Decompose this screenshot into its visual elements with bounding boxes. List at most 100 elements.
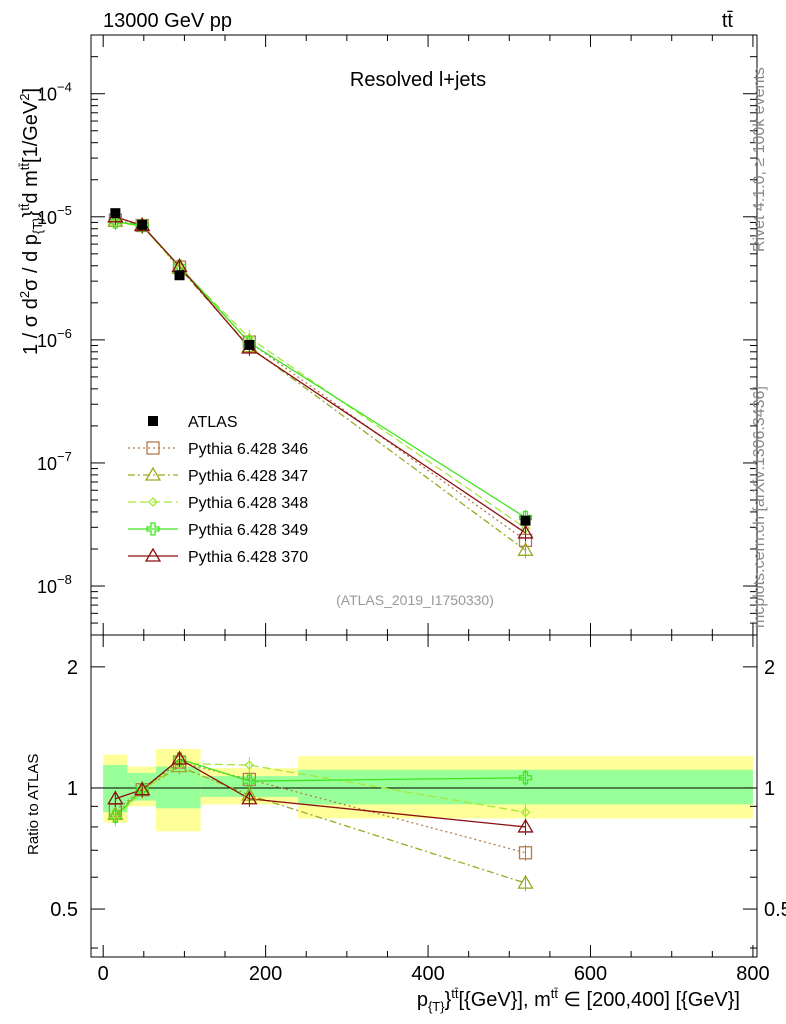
ratio-point-p370-0 [107, 790, 124, 805]
ratio-point-p370-3 [241, 790, 258, 805]
ylabel-part-a: 1 / σ d [20, 298, 42, 355]
ylabel-part-i: [1/GeV [20, 100, 42, 163]
main-ytick-label-2: 10−6 [37, 326, 72, 351]
ylabel-part-d: {T} [30, 217, 45, 234]
main-ytick-label-base-1: 10 [37, 454, 57, 474]
legend-marker-p370 [144, 547, 162, 562]
ratio-point-p370-2 [171, 750, 188, 765]
legend-marker-p348 [148, 497, 158, 507]
legend-label-p347: Pythia 6.428 347 [188, 468, 308, 485]
legend-label-atlas: ATLAS [188, 414, 238, 431]
ratio-panel-markers [107, 750, 534, 892]
main-ytick-label-exp-0: −8 [57, 572, 72, 587]
main-ytick-label-base-0: 10 [37, 577, 57, 597]
main-ytick-label-1: 10−7 [37, 449, 72, 474]
main-ytick-label-exp-2: −6 [57, 326, 72, 341]
ratio-point-p349-2 [172, 752, 187, 766]
legend-marker-p349 [146, 522, 160, 536]
main-point-atlas-2 [174, 270, 185, 281]
ratio-ytick-label-left-1: 1 [67, 778, 78, 800]
xlabel-part-c: } [445, 989, 452, 1011]
ratio-y-tick-labels: 0.5 0.5 1 1 2 2 [50, 657, 786, 921]
main-ytick-label-4: 10−4 [37, 80, 72, 105]
ylabel-part-c: σ / d p [20, 234, 42, 291]
ylabel-part-b: 2 [17, 291, 32, 298]
ratio-point-p349-0 [108, 809, 123, 823]
main-panel-ticks [91, 35, 757, 636]
main-ytick-label-exp-1: −7 [57, 449, 72, 464]
ratio-point-p347-4 [517, 874, 534, 889]
ratio-point-p348-3 [244, 760, 255, 770]
legend-label-p346: Pythia 6.428 346 [188, 441, 308, 458]
main-point-atlas-4 [520, 515, 531, 526]
main-point-p370-4 [517, 524, 534, 539]
main-point-atlas-0 [110, 208, 121, 219]
ratio-point-p370-1 [134, 781, 151, 796]
analysis-label: (ATLAS_2019_I1750330) [336, 592, 494, 608]
ratio-panel-frame [90, 634, 758, 958]
legend: ATLAS Pythia 6.428 346 Pythia 6.428 347 Pyt… [128, 414, 308, 566]
main-point-p347-4 [517, 542, 534, 556]
legend-marker-p346 [146, 441, 160, 455]
main-ytick-label-3: 10−5 [37, 203, 72, 228]
process-label: tt̄ [722, 10, 734, 32]
collision-label: 13000 GeV pp [103, 10, 232, 32]
main-ytick-label-0: 10−8 [37, 572, 72, 597]
xtick-label-3: 600 [574, 963, 607, 985]
xlabel-part-d: tt̄ [451, 986, 459, 1001]
ratio-uncertainty-bands [91, 748, 757, 832]
xlabel-part-a: p [417, 989, 428, 1011]
x-tick-labels: 0 200 400 600 800 [98, 963, 770, 985]
ylabel-part-k: ] [20, 88, 42, 94]
ratio-y-axis-label: Ratio to ATLAS [25, 754, 42, 855]
ratio-panel-ticks [91, 635, 757, 957]
ratio-point-p349-4 [518, 771, 533, 785]
main-title: Resolved l+jets [350, 69, 486, 91]
ratio-ytick-label-right-2: 2 [764, 657, 775, 679]
legend-marker-atlas [148, 416, 158, 426]
ratio-point-p370-4 [517, 818, 534, 833]
ratio-point-p348-2 [174, 758, 185, 769]
ratio-ytick-label-right-1: 1 [764, 778, 775, 800]
ylabel-part-g: d m [20, 170, 42, 203]
legend-label-p349: Pythia 6.428 349 [188, 522, 308, 539]
main-point-atlas-1 [137, 219, 148, 230]
xlabel-part-e: [{GeV}], m [459, 989, 551, 1011]
ratio-ytick-label-left-2: 2 [67, 657, 78, 679]
main-ytick-label-base-3: 10 [37, 208, 57, 228]
main-panel-markers [107, 208, 534, 559]
main-point-atlas-3 [244, 339, 255, 350]
main-ytick-label-exp-3: −5 [57, 203, 72, 218]
ratio-point-p349-1 [135, 783, 149, 797]
main-ytick-label-base-4: 10 [37, 85, 57, 105]
xtick-label-0: 0 [98, 963, 109, 985]
legend-marker-p347 [144, 466, 162, 481]
main-panel-frame [90, 34, 758, 636]
legend-label-p370: Pythia 6.428 370 [188, 549, 308, 566]
ylabel-part-h: tt̄ [17, 163, 32, 171]
ratio-ytick-label-right-0: 0.5 [764, 899, 786, 921]
main-ytick-label-exp-4: −4 [57, 80, 72, 95]
xlabel-part-b: {T} [428, 999, 445, 1014]
ratio-point-p346-4 [518, 846, 533, 860]
ylabel-part-e: } [20, 210, 42, 217]
main-ytick-label-base-2: 10 [37, 331, 57, 351]
mcplots-label: mcplots.cern.ch [arXiv:1306.3436] [751, 386, 768, 628]
main-y-tick-labels: 10−810−710−610−510−4 [37, 80, 72, 597]
legend-label-p348: Pythia 6.428 348 [188, 495, 308, 512]
ylabel-part-f: tt̄ [17, 203, 32, 211]
ratio-point-p349-3 [242, 774, 257, 788]
xlabel-part-g: ∈ [200,400] [{GeV}] [558, 989, 740, 1011]
rivet-version-label: Rivet 4.1.0, ≥ 100k events [751, 67, 768, 252]
main-y-axis-label: 1 / σ d2σ / d p{T}}tt̄d mtt̄[1/GeV2] [17, 88, 45, 355]
ratio-point-p347-2 [171, 758, 188, 773]
xtick-label-2: 400 [411, 963, 444, 985]
ylabel-part-j: 2 [17, 93, 32, 100]
x-axis-label: p{T}}tt̄[{GeV}], mtt̄ ∈ [200,400] [{GeV}… [417, 986, 740, 1014]
xtick-label-4: 800 [736, 963, 769, 985]
ratio-point-p348-4 [520, 807, 531, 818]
xlabel-part-f: tt̄ [551, 986, 559, 1001]
xtick-label-1: 200 [249, 963, 282, 985]
ratio-ytick-label-left-0: 0.5 [50, 899, 78, 921]
